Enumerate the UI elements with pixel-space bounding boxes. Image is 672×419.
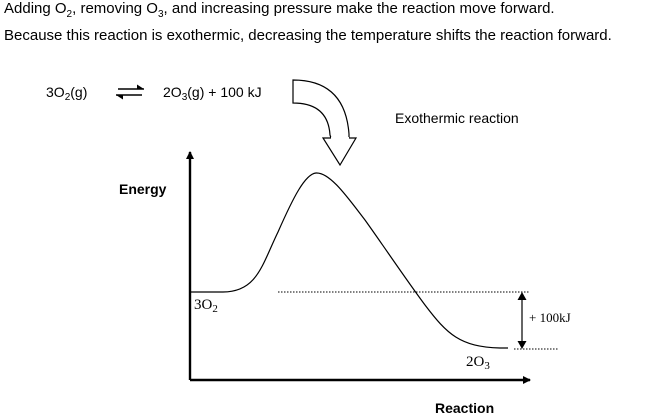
energy-diagram: 3O2(g) 2O3(g) + 100 kJ Exothermic reacti… <box>0 0 672 419</box>
equation-product: 2O3(g) + 100 kJ <box>163 84 262 103</box>
curved-down-arrow-icon <box>293 80 349 138</box>
delta-energy-label: + 100kJ <box>529 310 571 325</box>
diagram-title: Exothermic reaction <box>395 110 519 126</box>
equation-reactant: 3O2(g) <box>46 84 87 103</box>
reactant-label: 3O2 <box>194 297 218 315</box>
y-axis-label: Energy <box>119 181 167 197</box>
product-label: 2O3 <box>466 354 490 372</box>
energy-curve <box>190 173 508 348</box>
x-axis-label: Reaction <box>435 400 494 416</box>
equilibrium-arrows-icon <box>116 85 144 100</box>
energy-difference-arrow <box>518 292 527 349</box>
arrow-head-icon <box>323 138 356 165</box>
